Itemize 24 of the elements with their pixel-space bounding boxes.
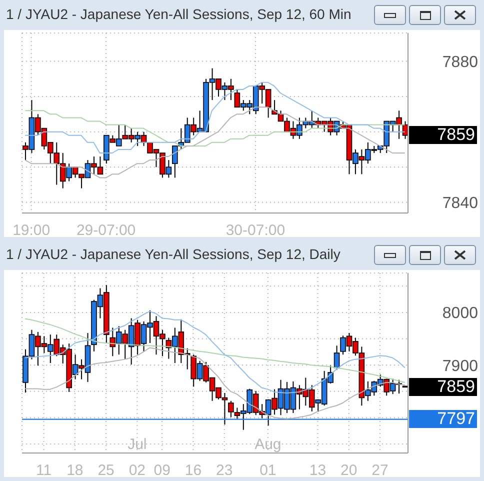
text: 7859: [409, 376, 477, 396]
x-tick-label: 16: [184, 462, 202, 479]
x-tick-label: Jul 02: [128, 436, 147, 479]
x-tick-label: 13: [309, 462, 326, 479]
x-tick-label: 18: [66, 462, 84, 479]
x-tick-label: 11: [36, 462, 52, 479]
x-tick-label: 19:00: [12, 222, 50, 239]
x-tick-label: 30-07:00: [226, 222, 286, 239]
ref-line-label: 7797: [409, 409, 477, 428]
y-tick-label: 8000: [442, 305, 478, 322]
candlestick: [334, 345, 340, 370]
x-tick-label: 09: [154, 462, 170, 479]
x-tick-label: Aug 01: [254, 436, 282, 479]
x-tick-label: 29-07:00: [76, 222, 136, 239]
x-tick-label: 23: [216, 462, 233, 479]
chart-title: 1 / JYAU2 - Japanese Yen-All Sessions, Sep 12, Daily: [6, 246, 340, 262]
chart-title: 1 / JYAU2 - Japanese Yen-All Sessions, Sep 12, 60 Min: [6, 6, 352, 22]
text: 7859: [409, 125, 477, 144]
x-tick-label: 27: [372, 462, 388, 479]
y-tick-label: 7880: [442, 54, 478, 71]
y-tick-label: 7900: [442, 358, 478, 375]
x-tick-label: 25: [98, 462, 114, 479]
x-tick-label: 20: [340, 462, 358, 479]
y-tick-label: 7840: [442, 195, 478, 212]
